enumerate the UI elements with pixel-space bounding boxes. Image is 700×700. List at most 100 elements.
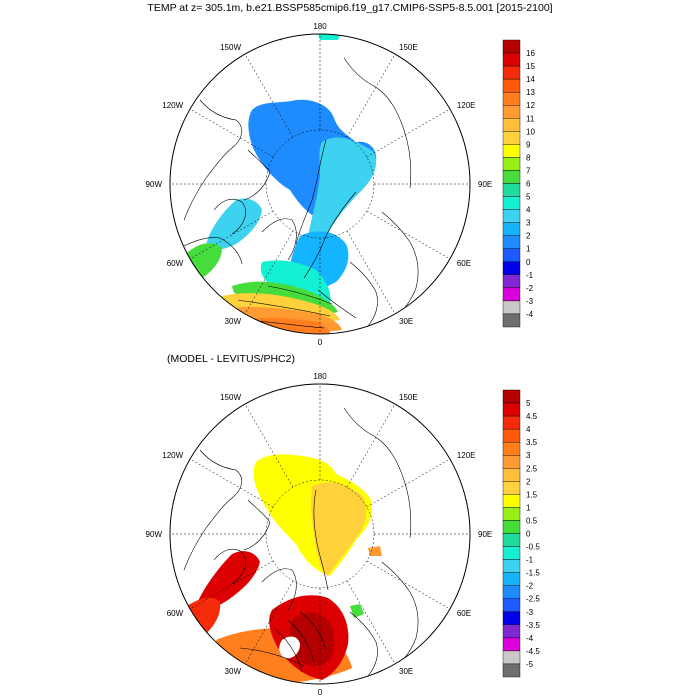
- colorbar-box: [502, 144, 521, 158]
- colorbar-label: -3.5: [526, 621, 540, 630]
- meridian-line: [189, 210, 274, 260]
- meridian-line: [189, 458, 274, 508]
- lon-label: 30W: [225, 317, 242, 326]
- lon-labels-model: 180 150E 120E 90E 60E 30E 0 30W 60W 90W 120W 150W: [146, 22, 493, 347]
- colorbar-label: 16: [526, 49, 535, 58]
- map-boundary-model: [169, 33, 471, 335]
- colorbar-label: -4.5: [526, 647, 540, 656]
- meridian-line: [346, 580, 396, 665]
- field-nordic-core: [290, 612, 335, 666]
- lon-label: 30E: [399, 667, 413, 676]
- colorbar-box: [502, 65, 521, 80]
- colorbar-box: [502, 533, 521, 547]
- lon-label: 90W: [146, 530, 163, 539]
- lon-label: 180: [313, 372, 327, 381]
- meridian-line: [189, 560, 274, 610]
- lon-label: 90E: [478, 530, 492, 539]
- lon-label: 90E: [478, 180, 492, 189]
- lon-labels-difference: 180 150E 120E 90E 60E 30E 0 30W 60W 90W 120W 150W: [146, 372, 493, 697]
- colorbar-label: 2: [526, 232, 531, 241]
- colorbar-box: [502, 546, 521, 560]
- map-fields-model: [179, 34, 419, 334]
- colorbar-box: [502, 183, 521, 197]
- colorbar-label: -1: [526, 271, 534, 280]
- colorbar-difference: 5 4.5 4 3.5 3 2.5 2 1.5 1 0.5 0 -0.5 -1 -1.5 -2 -2.5 -3 -…: [502, 389, 540, 678]
- colorbar-box: [502, 118, 521, 132]
- colorbar-label: -1: [526, 556, 534, 565]
- map-fields-difference: [177, 388, 419, 684]
- field-kara-orange: [368, 546, 382, 556]
- colorbar-label: 1: [526, 245, 531, 254]
- colorbar-box: [502, 663, 521, 678]
- lon-label: 60E: [457, 609, 471, 618]
- lon-label: 120E: [457, 101, 476, 110]
- meridian-line: [346, 403, 396, 488]
- meridian-line: [366, 108, 451, 158]
- lon-label: 30E: [399, 317, 413, 326]
- field-canadian-cyan: [206, 198, 262, 250]
- meridian-line: [244, 230, 294, 315]
- lon-label: 150W: [220, 43, 241, 52]
- meridian-line: [366, 210, 451, 260]
- colorbar-box: [502, 196, 521, 210]
- colorbar-label: 4.5: [526, 412, 538, 421]
- field-eurasian-basin: [306, 137, 377, 262]
- colorbar-box: [502, 585, 521, 599]
- lon-label: 30W: [225, 667, 242, 676]
- colorbar-box: [502, 52, 521, 67]
- lon-label: 120W: [162, 451, 183, 460]
- graticule-model: [170, 34, 470, 334]
- colorbar-label: -3: [526, 297, 534, 306]
- colorbar-box: [502, 274, 521, 289]
- colorbar-box: [502, 313, 521, 328]
- colorbar-box: [502, 261, 521, 276]
- lon-label: 0: [318, 688, 323, 697]
- colorbar-box: [502, 441, 521, 456]
- colorbar-label: 1: [526, 503, 531, 512]
- field-white-pocket: [279, 636, 300, 659]
- colorbar-box: [502, 170, 521, 184]
- colorbar-label: 8: [526, 153, 531, 162]
- lon-label: 180: [313, 22, 327, 31]
- colorbar-box: [502, 481, 521, 495]
- colorbar-box: [502, 300, 521, 315]
- lon-label: 150W: [220, 393, 241, 402]
- colorbar-box: [502, 91, 521, 106]
- colorbar-box: [502, 572, 521, 586]
- colorbar-box: [502, 402, 521, 417]
- colorbar-label: 0: [526, 258, 531, 267]
- field-labrador-green: [179, 243, 222, 284]
- lon-label: 150E: [399, 43, 418, 52]
- lon-label: 90W: [146, 180, 163, 189]
- colorbar-label: 4: [526, 206, 531, 215]
- colorbar-label: 11: [526, 114, 535, 123]
- colorbar-box: [502, 39, 521, 54]
- colorbar-label: -2: [526, 582, 534, 591]
- colorbar-label: -4: [526, 310, 534, 319]
- colorbar-box: [502, 455, 521, 469]
- colorbar-label: 12: [526, 101, 535, 110]
- field-canadian-red: [196, 551, 260, 609]
- colorbar-box: [502, 389, 521, 404]
- colorbar-label: 1.5: [526, 490, 538, 499]
- lon-label: 60W: [167, 609, 184, 618]
- colorbar-label: 10: [526, 127, 535, 136]
- meridian-line: [366, 560, 451, 610]
- colorbar-label: 6: [526, 180, 531, 189]
- colorbar-label: 5: [526, 399, 531, 408]
- colorbar-label: 4: [526, 425, 531, 434]
- lon-label: 60W: [167, 259, 184, 268]
- colorbar-box: [502, 105, 521, 119]
- colorbar-box: [502, 598, 521, 612]
- meridian-line: [346, 230, 396, 315]
- colorbar-box: [502, 78, 521, 93]
- lon-label: 120W: [162, 101, 183, 110]
- graticule-difference: [170, 384, 470, 684]
- colorbar-label: 7: [526, 166, 531, 175]
- colorbar-label: 15: [526, 62, 535, 71]
- colorbar-box: [502, 209, 521, 223]
- lon-label: 150E: [399, 393, 418, 402]
- colorbar-box: [502, 131, 521, 145]
